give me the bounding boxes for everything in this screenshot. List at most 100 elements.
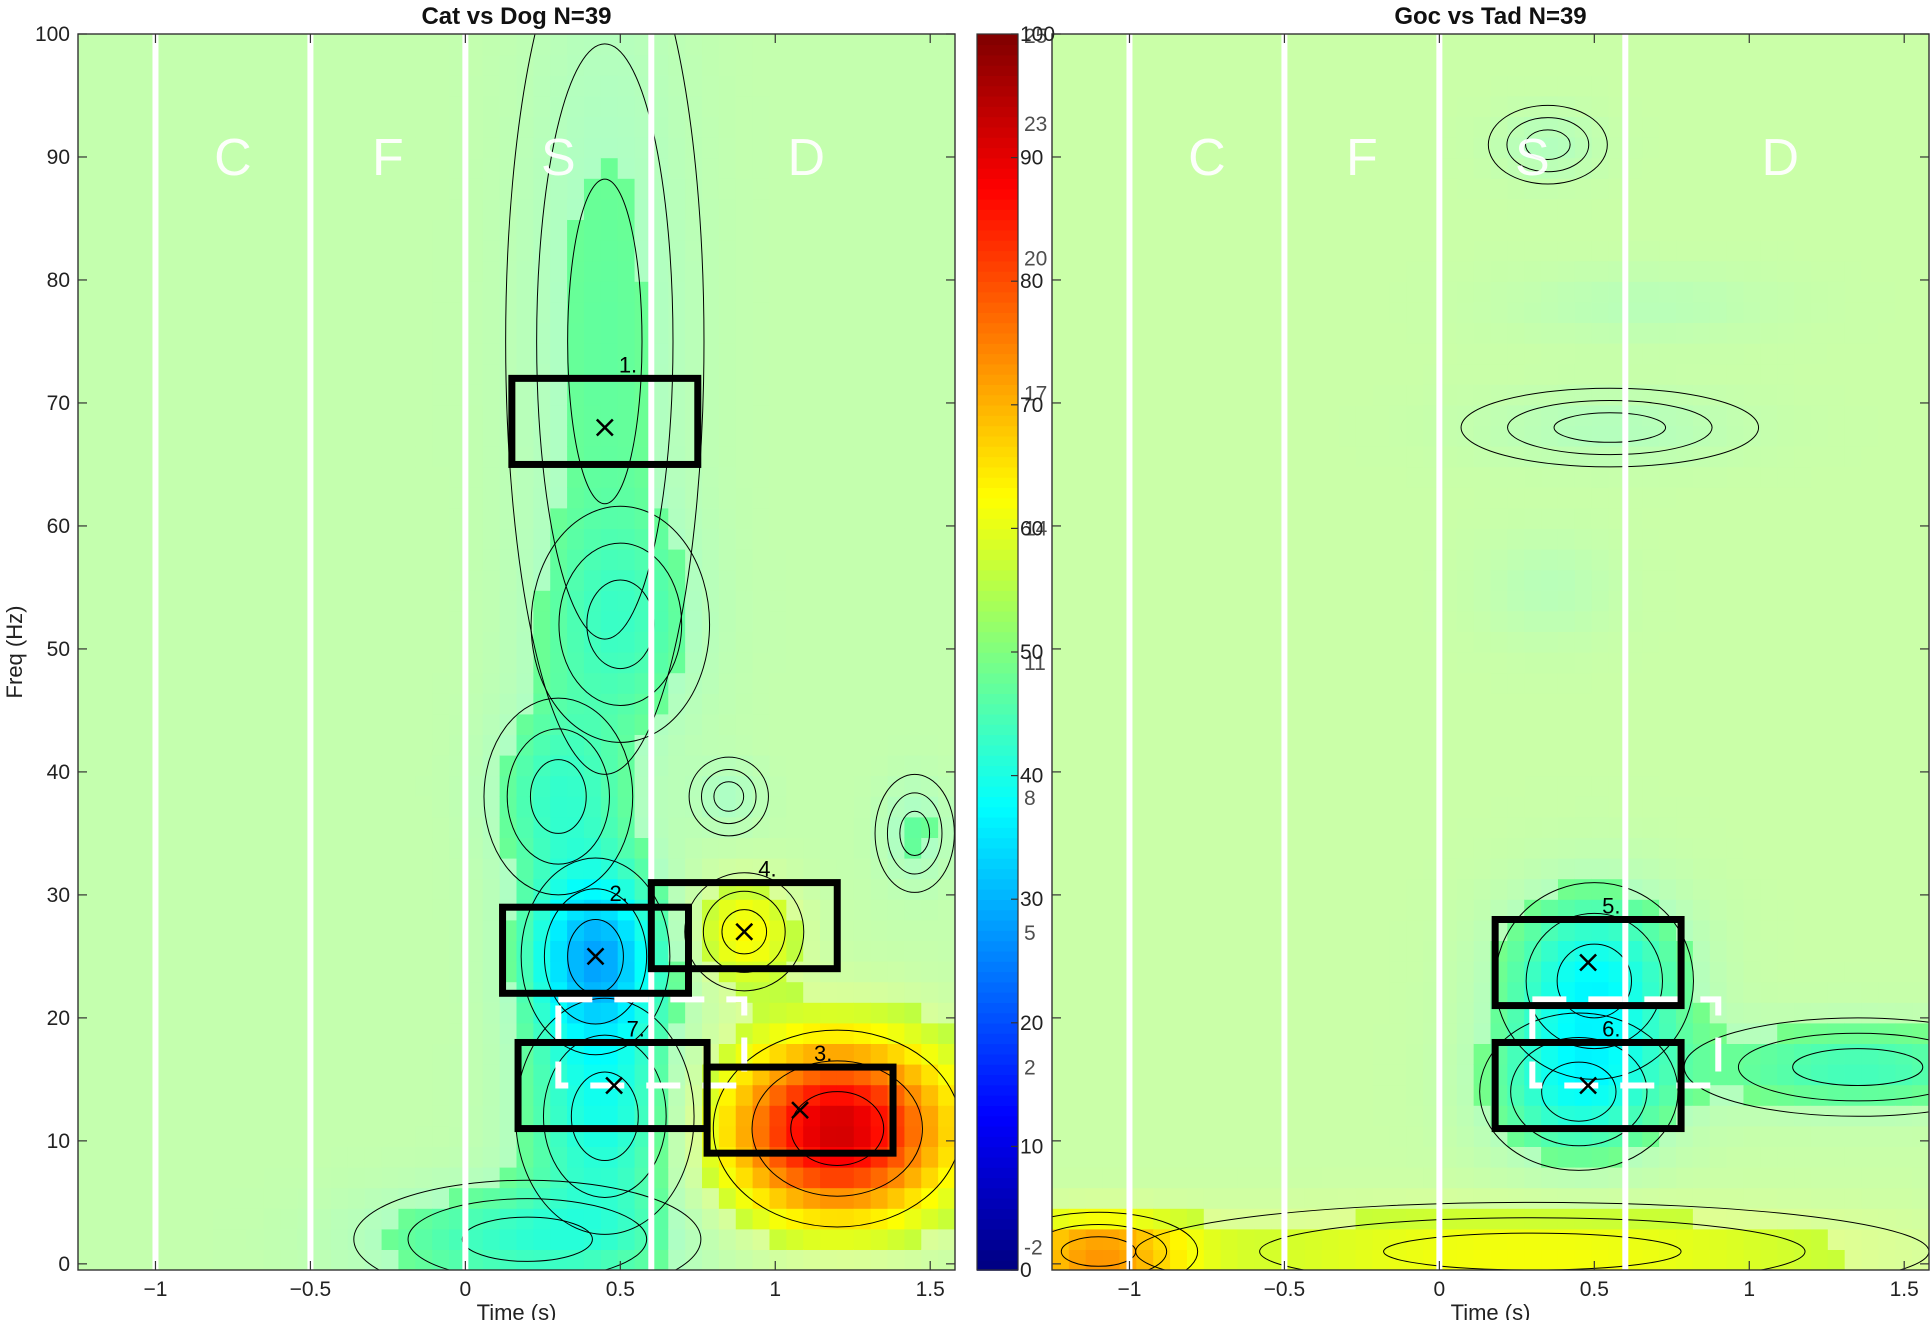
heatmap-cell: [1423, 528, 1441, 550]
heatmap-cell: [651, 755, 669, 777]
heatmap-cell: [263, 1208, 281, 1230]
heatmap-cell: [1052, 75, 1070, 97]
heatmap-cell: [482, 446, 501, 468]
heatmap-cell: [1456, 652, 1475, 674]
heatmap-cell: [1338, 1228, 1357, 1250]
heatmap-cell: [1507, 796, 1525, 818]
heatmap-cell: [179, 713, 197, 735]
heatmap-cell: [1321, 54, 1340, 76]
heatmap-cell: [1439, 672, 1458, 694]
heatmap-cell: [1338, 425, 1357, 447]
heatmap-cell: [600, 837, 619, 859]
heatmap-cell: [1389, 981, 1407, 1003]
heatmap-cell: [1456, 240, 1475, 262]
heatmap-cell: [179, 322, 197, 344]
heatmap-cell: [432, 693, 450, 715]
heatmap-cell: [1439, 549, 1458, 571]
heatmap-cell: [921, 322, 939, 344]
heatmap-cell: [330, 343, 349, 365]
heatmap-cell: [533, 1146, 551, 1168]
heatmap-cell: [482, 755, 501, 777]
heatmap-cell: [1186, 1228, 1205, 1250]
heatmap-cell: [78, 590, 96, 612]
heatmap-cell: [499, 198, 518, 220]
heatmap-cell: [1439, 981, 1458, 1003]
heatmap-cell: [668, 693, 686, 715]
heatmap-cell: [1389, 198, 1407, 220]
heatmap-cell: [617, 940, 636, 962]
heatmap-cell: [1186, 940, 1205, 962]
heatmap-cell: [516, 219, 534, 241]
heatmap-cell: [1355, 1208, 1374, 1230]
heatmap-cell: [1304, 1146, 1323, 1168]
heatmap-cell: [280, 878, 298, 900]
heatmap-cell: [904, 734, 922, 756]
heatmap-cell: [1288, 878, 1306, 900]
heatmap-cell: [617, 322, 636, 344]
heatmap-cell: [415, 240, 433, 262]
heatmap-cell: [1136, 446, 1154, 468]
heatmap-cell: [1372, 1187, 1390, 1209]
heatmap-cell: [314, 528, 332, 550]
heatmap-cell: [533, 713, 551, 735]
contour-line: [407, 1198, 648, 1270]
heatmap-cell: [128, 1208, 147, 1230]
heatmap-cell: [1288, 919, 1306, 941]
heatmap-cell: [1153, 899, 1171, 921]
heatmap-cell: [1473, 858, 1492, 880]
heatmap-cell: [1220, 981, 1239, 1003]
heatmap-cell: [314, 1064, 332, 1086]
heatmap-cell: [1524, 858, 1542, 880]
heatmap-cell: [381, 487, 400, 509]
heatmap-cell: [196, 1228, 214, 1250]
heatmap-cell: [1254, 569, 1272, 591]
heatmap-cell: [1170, 95, 1188, 117]
heatmap-cell: [1052, 404, 1070, 426]
heatmap-cell: [179, 198, 197, 220]
heatmap-cell: [1338, 507, 1357, 529]
heatmap-cell: [1507, 734, 1525, 756]
heatmap-cell: [600, 404, 619, 426]
heatmap-cell: [600, 487, 619, 509]
heatmap-cell: [938, 198, 955, 220]
heatmap-cell: [280, 796, 298, 818]
heatmap-cell: [449, 404, 467, 426]
heatmap-cell: [1355, 1064, 1374, 1086]
heatmap-cell: [1288, 384, 1306, 406]
heatmap-cell: [314, 425, 332, 447]
heatmap-cell: [381, 466, 400, 488]
heatmap-cell: [1338, 878, 1357, 900]
heatmap-cell: [820, 610, 838, 632]
heatmap-cell: [752, 693, 771, 715]
heatmap-cell: [330, 1146, 349, 1168]
heatmap-cell: [533, 95, 551, 117]
heatmap-cell: [1237, 775, 1255, 797]
heatmap-cell: [364, 961, 383, 983]
heatmap-cell: [432, 1084, 450, 1106]
heatmap-cell: [634, 1084, 653, 1106]
heatmap-cell: [398, 95, 416, 117]
heatmap-cell: [1473, 1208, 1492, 1230]
heatmap-cell: [246, 672, 265, 694]
heatmap-cell: [1068, 116, 1087, 138]
heatmap-cell: [516, 322, 534, 344]
heatmap-cell: [583, 54, 602, 76]
heatmap-cell: [938, 281, 955, 303]
heatmap-cell: [1406, 343, 1424, 365]
heatmap-cell: [786, 301, 804, 323]
peak-marker: [595, 418, 614, 437]
heatmap-cell: [836, 961, 855, 983]
heatmap-cell: [1220, 919, 1239, 941]
heatmap-cell: [1456, 981, 1475, 1003]
heatmap-cell: [330, 796, 349, 818]
heatmap-cell: [449, 507, 467, 529]
heatmap-cell: [1186, 1105, 1205, 1127]
heatmap-cell: [1203, 507, 1222, 529]
heatmap-cell: [685, 549, 703, 571]
heatmap-cell: [398, 34, 416, 56]
heatmap-cell: [415, 713, 433, 735]
heatmap-cell: [1389, 116, 1407, 138]
heatmap-cell: [1456, 219, 1475, 241]
heatmap-cell: [78, 34, 96, 56]
